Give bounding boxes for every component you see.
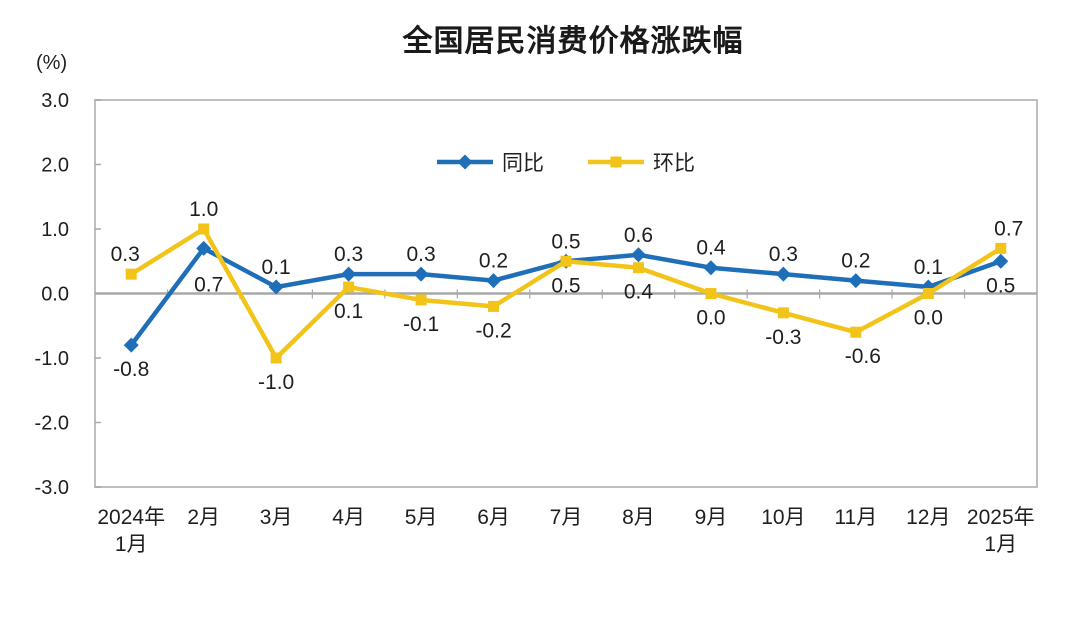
- data-label-yoy: 0.5: [551, 230, 580, 253]
- legend-label: 同比: [502, 152, 544, 175]
- x-tick-label: 9月: [695, 506, 728, 529]
- data-point-mom: [198, 223, 210, 235]
- data-point-mom: [632, 262, 644, 274]
- data-point-yoy: [268, 279, 284, 295]
- y-tick-label: 1.0: [41, 219, 69, 241]
- x-tick-label: 2月: [187, 506, 220, 529]
- data-label-yoy: 0.1: [262, 256, 291, 279]
- data-label-yoy: 0.3: [769, 243, 798, 266]
- x-tick-label: 2025年 1月: [967, 506, 1035, 556]
- data-label-yoy: 0.3: [406, 243, 435, 266]
- y-tick-label: 0.0: [41, 284, 69, 306]
- y-axis-unit-label: (%): [36, 52, 68, 74]
- x-tick-label: 11月: [834, 506, 877, 529]
- y-tick-label: -2.0: [35, 413, 69, 435]
- data-label-mom: 0.0: [914, 307, 943, 330]
- legend-item-yoy: 同比: [437, 147, 544, 177]
- legend-marker-diamond-icon: [437, 154, 493, 170]
- data-point-mom: [125, 268, 137, 280]
- data-point-mom: [922, 288, 934, 299]
- data-point-mom: [415, 294, 427, 306]
- data-point-yoy: [848, 273, 864, 289]
- legend-label: 环比: [653, 152, 695, 175]
- data-label-mom: -0.1: [403, 313, 439, 336]
- data-point-yoy: [123, 337, 139, 353]
- data-point-mom: [343, 281, 355, 293]
- x-tick-label: 10月: [761, 506, 805, 529]
- x-tick-label: 7月: [550, 506, 583, 529]
- legend-item-mom: 环比: [588, 147, 695, 177]
- data-label-mom: -0.2: [475, 319, 511, 342]
- legend-marker-square-icon: [588, 156, 644, 168]
- data-label-mom: -0.6: [845, 345, 881, 368]
- data-point-mom: [270, 352, 282, 364]
- data-label-mom: 0.3: [111, 243, 140, 266]
- data-label-mom: -1.0: [258, 371, 294, 394]
- data-point-yoy: [341, 266, 357, 282]
- data-label-mom: -0.3: [765, 326, 801, 349]
- data-label-mom: 0.7: [994, 217, 1023, 240]
- data-point-mom: [705, 288, 717, 299]
- x-tick-label: 4月: [332, 506, 365, 529]
- data-point-yoy: [413, 266, 429, 282]
- data-point-yoy: [630, 247, 646, 263]
- x-tick-label: 8月: [622, 506, 655, 529]
- data-point-yoy: [486, 273, 502, 289]
- x-tick-label: 12月: [906, 506, 950, 529]
- y-tick-label: 3.0: [41, 90, 69, 112]
- data-label-yoy: 0.3: [334, 243, 363, 266]
- y-tick-label: -1.0: [35, 348, 69, 370]
- data-label-yoy: 0.2: [479, 250, 508, 273]
- x-tick-label: 5月: [405, 506, 438, 529]
- data-label-yoy: -0.8: [113, 358, 149, 381]
- data-point-mom: [995, 242, 1007, 254]
- data-label-mom: 1.0: [189, 198, 218, 221]
- data-label-mom: 0.0: [696, 307, 725, 330]
- chart-title: 全国居民消费价格涨跌幅: [402, 25, 744, 58]
- x-tick-label: 2024年 1月: [97, 506, 165, 556]
- data-point-mom: [777, 307, 789, 319]
- y-tick-label: -3.0: [35, 477, 69, 499]
- data-point-yoy: [196, 240, 212, 256]
- data-point-mom: [488, 300, 500, 312]
- data-point-yoy: [993, 253, 1009, 269]
- data-label-yoy: 0.4: [696, 237, 726, 260]
- legend: 同比 环比: [95, 147, 1037, 177]
- data-label-mom: 0.4: [624, 281, 654, 304]
- x-tick-label: 6月: [477, 506, 510, 529]
- data-point-yoy: [703, 260, 719, 276]
- y-tick-label: 2.0: [41, 155, 69, 177]
- data-label-mom: 0.1: [334, 300, 363, 323]
- data-label-yoy: 0.6: [624, 224, 653, 247]
- data-point-mom: [850, 326, 862, 338]
- x-tick-label: 3月: [260, 506, 293, 529]
- data-label-yoy: 0.2: [841, 250, 870, 273]
- data-label-yoy: 0.5: [986, 274, 1015, 297]
- data-label-mom: 0.5: [551, 274, 580, 297]
- data-point-yoy: [775, 266, 791, 282]
- data-label-yoy: 0.7: [194, 273, 223, 296]
- data-point-mom: [560, 255, 572, 267]
- data-label-yoy: 0.1: [914, 256, 943, 279]
